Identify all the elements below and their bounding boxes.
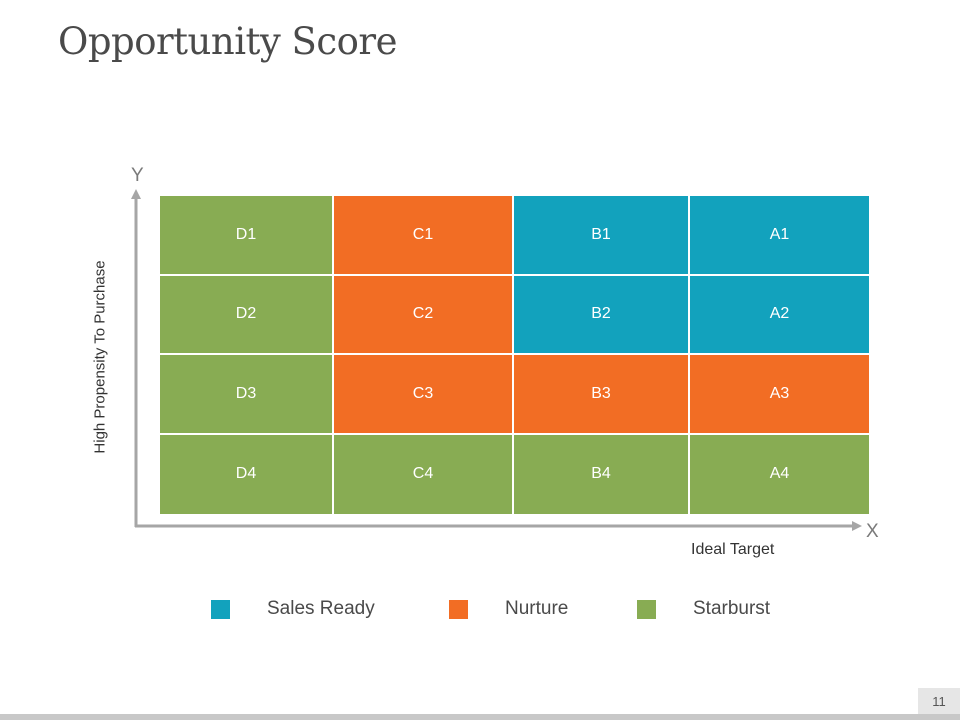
footer-bar [0, 714, 960, 720]
grid-cell-d3: D3 [160, 355, 334, 435]
legend-swatch-sales-ready [211, 599, 230, 619]
legend-label-nurture: Nurture [505, 598, 569, 619]
grid-cell-a1: A1 [690, 196, 869, 276]
grid-cell-b1: B1 [514, 196, 690, 276]
grid-cell-b2: B2 [514, 275, 690, 355]
legend-item-starburst: Starburst [637, 598, 770, 620]
y-axis-label: High Propensity To Purchase [91, 260, 109, 454]
grid-cell-c3: C3 [334, 355, 514, 435]
grid-cell-d1: D1 [160, 196, 334, 276]
legend-item-nurture: Nurture [449, 598, 568, 620]
x-axis-letter: X [866, 521, 879, 542]
grid-cell-d4: D4 [160, 434, 334, 514]
legend-swatch-starburst [637, 599, 656, 619]
legend-label-starburst: Starburst [693, 598, 771, 619]
grid-cell-a4: A4 [690, 434, 869, 514]
page-number: 11 [918, 688, 960, 714]
legend-label-sales-ready: Sales Ready [267, 598, 375, 619]
grid-cell-c4: C4 [334, 434, 514, 514]
legend: Sales Ready Nurture Starburst [0, 598, 960, 624]
grid-cell-c2: C2 [334, 275, 514, 355]
x-axis-label: Ideal Target [691, 541, 775, 558]
grid-cell-b3: B3 [514, 355, 690, 435]
legend-swatch-nurture [449, 599, 468, 619]
page-title: Opportunity Score [58, 20, 398, 63]
grid-cell-d2: D2 [160, 275, 334, 355]
y-axis-letter: Y [131, 165, 144, 186]
legend-item-sales-ready: Sales Ready [211, 598, 375, 620]
grid-cell-b4: B4 [514, 434, 690, 514]
grid-cell-c1: C1 [334, 196, 514, 276]
grid-cell-a2: A2 [690, 275, 869, 355]
score-grid: D1 C1 B1 A1 D2 C2 B2 A2 D3 C3 B3 A3 D4 C4 B4 A4 [160, 196, 869, 514]
grid-cell-a3: A3 [690, 355, 869, 435]
